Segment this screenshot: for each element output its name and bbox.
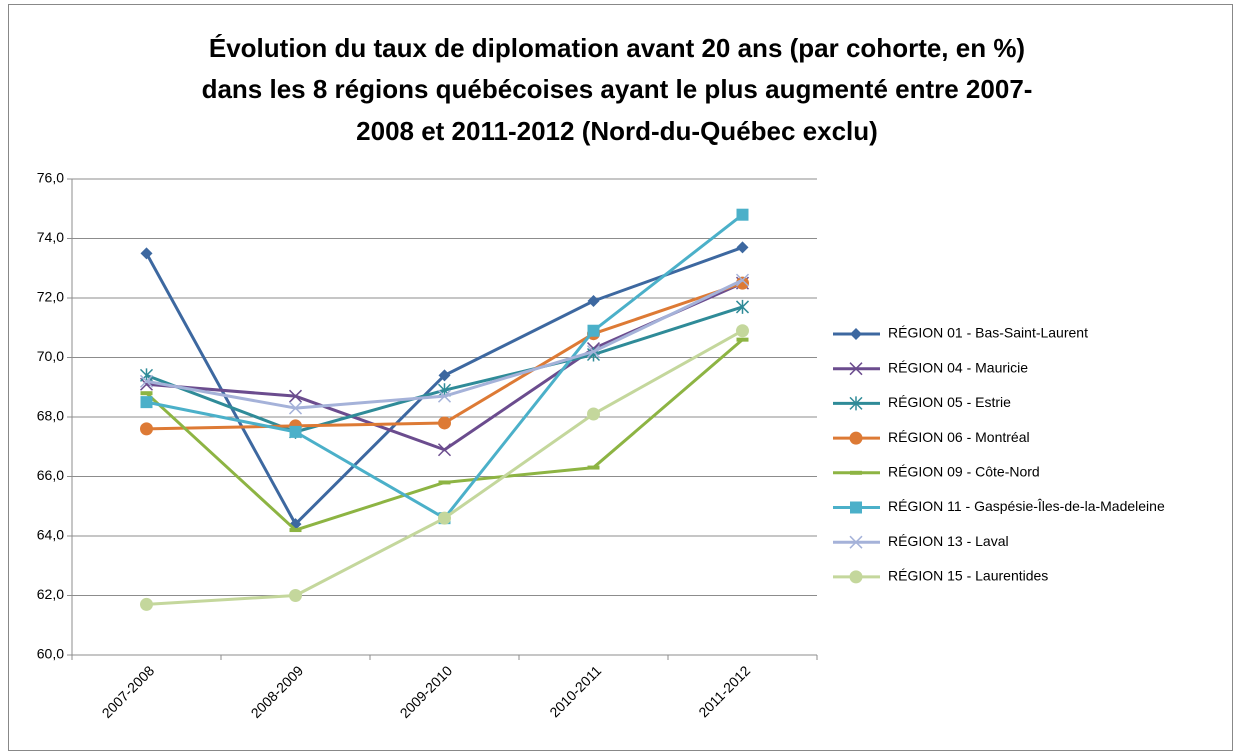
legend-marker xyxy=(850,501,862,514)
marker xyxy=(587,407,600,421)
legend-marker xyxy=(849,396,863,411)
legend-marker xyxy=(849,570,863,584)
legend-label: RÉGION 05 - Estrie xyxy=(888,394,1011,410)
legend-marker xyxy=(850,328,862,340)
marker xyxy=(139,374,154,388)
marker xyxy=(736,208,749,221)
marker xyxy=(289,425,302,438)
marker xyxy=(140,597,153,611)
marker xyxy=(289,528,302,533)
series xyxy=(140,337,749,533)
marker xyxy=(736,276,749,290)
y-tick-label: 72,0 xyxy=(37,289,64,305)
legend-label: RÉGION 04 - Mauricie xyxy=(888,359,1028,375)
y-tick-label: 62,0 xyxy=(37,586,64,602)
marker xyxy=(736,337,749,342)
marker xyxy=(735,273,750,287)
marker xyxy=(140,391,153,396)
marker xyxy=(140,247,153,260)
y-tick-label: 66,0 xyxy=(37,467,64,483)
legend-marker xyxy=(849,362,863,376)
y-tick-label: 64,0 xyxy=(37,527,64,543)
legend-label: RÉGION 13 - Laval xyxy=(888,533,1009,549)
legend-marker xyxy=(850,470,862,475)
y-tick-label: 76,0 xyxy=(37,170,64,186)
marker xyxy=(140,396,153,409)
marker xyxy=(438,511,451,525)
y-tick-label: 60,0 xyxy=(37,646,64,662)
marker xyxy=(289,589,302,602)
series xyxy=(140,241,749,531)
marker xyxy=(586,345,601,359)
series xyxy=(140,324,749,611)
marker xyxy=(288,401,303,415)
marker xyxy=(736,241,749,254)
legend-label: RÉGION 01 - Bas-Saint-Laurent xyxy=(888,325,1088,341)
series xyxy=(139,273,750,415)
legend-label: RÉGION 15 - Laurentides xyxy=(888,568,1048,584)
y-tick-label: 68,0 xyxy=(37,408,64,424)
legend-marker xyxy=(849,396,863,411)
marker xyxy=(735,299,750,314)
legend-marker xyxy=(849,362,863,376)
chart-title: Évolution du taux de diplomation avant 2… xyxy=(209,33,1025,63)
marker xyxy=(437,389,452,403)
marker xyxy=(587,465,600,470)
legend-marker xyxy=(849,535,863,549)
legend-marker xyxy=(850,328,862,340)
marker xyxy=(438,480,451,485)
legend-marker xyxy=(850,501,862,514)
marker xyxy=(140,422,153,436)
legend-label: RÉGION 09 - Côte-Nord xyxy=(888,464,1040,480)
legend-marker xyxy=(850,470,862,475)
chart-title: dans les 8 régions québécoises ayant le … xyxy=(202,74,1033,104)
marker xyxy=(736,324,749,338)
chart-title: 2008 et 2011-2012 (Nord-du-Québec exclu) xyxy=(356,116,878,146)
legend-marker xyxy=(849,570,863,584)
legend-marker xyxy=(849,431,863,445)
marker xyxy=(587,294,600,307)
y-tick-label: 74,0 xyxy=(37,229,64,245)
marker xyxy=(288,389,303,403)
marker xyxy=(139,368,154,383)
legend-label: RÉGION 06 - Montréal xyxy=(888,429,1030,445)
marker xyxy=(438,416,451,430)
y-tick-label: 70,0 xyxy=(37,348,64,364)
legend-label: RÉGION 11 - Gaspésie-Îles-de-la-Madelein… xyxy=(888,498,1165,514)
legend-marker xyxy=(849,431,863,445)
marker xyxy=(438,369,451,382)
marker xyxy=(587,324,600,337)
marker xyxy=(437,443,452,457)
chart-border xyxy=(8,4,1233,751)
legend-marker xyxy=(849,535,863,549)
